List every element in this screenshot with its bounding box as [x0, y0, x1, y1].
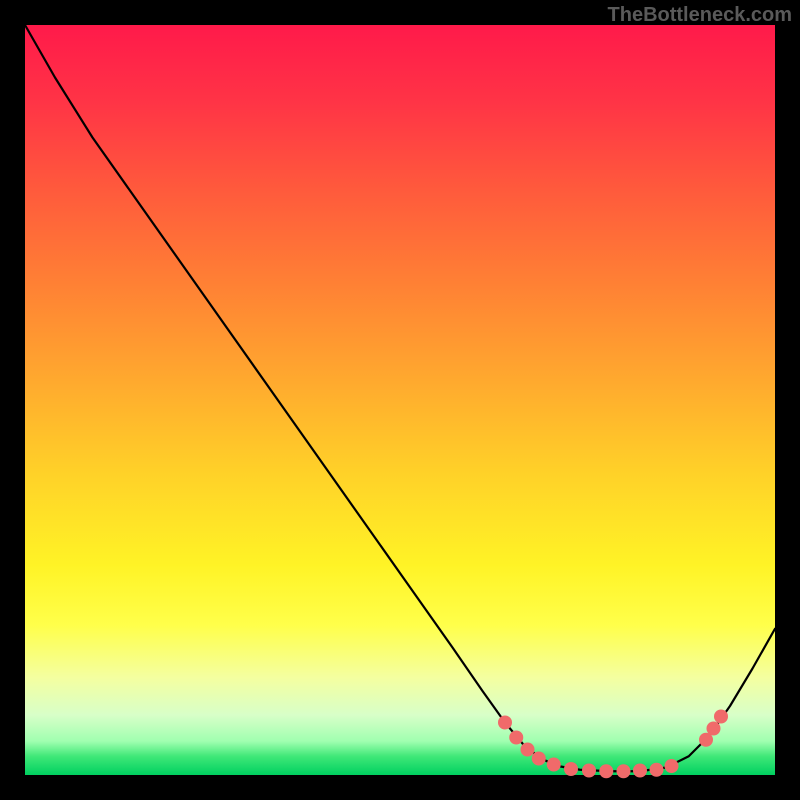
- attribution-text: TheBottleneck.com: [608, 4, 792, 27]
- data-marker: [707, 722, 721, 736]
- data-marker: [665, 759, 679, 773]
- data-marker: [617, 764, 631, 778]
- data-marker: [532, 752, 546, 766]
- data-marker: [582, 764, 596, 778]
- data-marker: [498, 716, 512, 730]
- data-marker: [547, 758, 561, 772]
- data-marker: [564, 762, 578, 776]
- data-marker: [650, 763, 664, 777]
- chart-background: [25, 25, 775, 775]
- data-marker: [633, 764, 647, 778]
- data-marker: [509, 731, 523, 745]
- data-marker: [714, 710, 728, 724]
- data-marker: [521, 743, 535, 757]
- data-marker: [599, 764, 613, 778]
- bottleneck-chart: [0, 0, 800, 800]
